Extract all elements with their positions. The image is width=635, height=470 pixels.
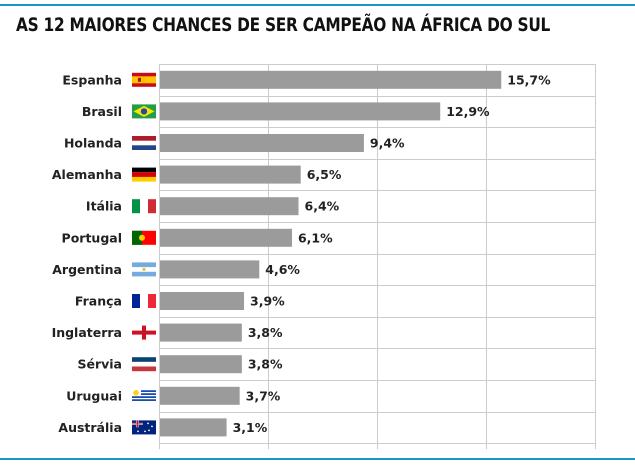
- argentina-flag-icon: [132, 262, 156, 277]
- category-label: Inglaterra: [52, 325, 122, 340]
- value-label: 9,4%: [370, 136, 405, 151]
- italy-flag-icon: [132, 199, 156, 214]
- bar: [160, 355, 242, 374]
- germany-flag-icon: [132, 167, 156, 182]
- category-label: Uruguai: [66, 388, 122, 403]
- netherlands-flag-icon: [132, 136, 156, 150]
- category-label: Brasil: [82, 104, 122, 119]
- brazil-flag-icon: [132, 104, 156, 119]
- england-flag-icon: [132, 325, 156, 340]
- spain-flag-icon: [132, 72, 156, 87]
- category-label: Sérvia: [77, 357, 122, 372]
- bar: [160, 70, 502, 89]
- value-label: 12,9%: [446, 104, 490, 119]
- value-label: 6,5%: [307, 167, 342, 182]
- chart-title: AS 12 MAIORES CHANCES DE SER CAMPEÃO NA …: [16, 14, 551, 36]
- bar: [160, 134, 364, 152]
- bottom-rule: [0, 458, 635, 460]
- portugal-flag-icon: [132, 230, 156, 245]
- bar: [160, 323, 242, 342]
- france-flag-icon: [132, 294, 156, 308]
- value-label: 3,7%: [246, 388, 281, 403]
- category-label: França: [75, 294, 122, 309]
- category-label: Itália: [86, 199, 122, 214]
- category-label: Portugal: [62, 230, 122, 245]
- top-rule: [0, 4, 635, 6]
- category-label: Holanda: [64, 136, 122, 151]
- category-label: Espanha: [62, 72, 122, 87]
- serbia-flag-icon: [132, 357, 156, 372]
- value-label: 15,7%: [507, 72, 551, 87]
- bar: [160, 228, 292, 247]
- value-label: 6,4%: [305, 199, 340, 214]
- value-label: 3,1%: [233, 420, 268, 435]
- bar: [160, 197, 299, 216]
- category-label: Argentina: [52, 262, 122, 277]
- bar: [160, 165, 301, 184]
- category-label: Alemanha: [52, 167, 122, 182]
- value-label: 4,6%: [265, 262, 300, 277]
- bar: [160, 418, 227, 437]
- australia-flag-icon: [132, 420, 156, 435]
- value-label: 3,9%: [250, 294, 285, 309]
- category-label: Austrália: [58, 420, 122, 435]
- bar: [160, 260, 260, 279]
- value-label: 6,1%: [298, 230, 333, 245]
- bar: [160, 102, 441, 121]
- bar: [160, 386, 240, 405]
- uruguay-flag-icon: [132, 388, 156, 403]
- value-label: 3,8%: [248, 325, 283, 340]
- bar: [160, 292, 245, 310]
- value-label: 3,8%: [248, 357, 283, 372]
